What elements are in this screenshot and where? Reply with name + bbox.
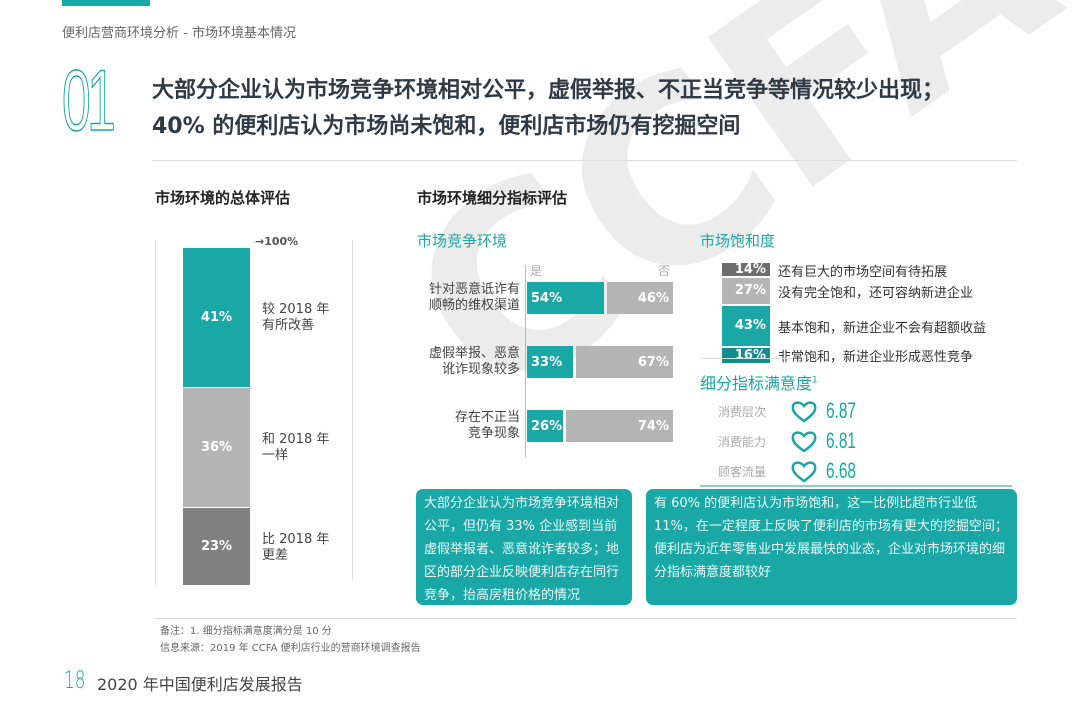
report-title: 2020 年中国便利店发展报告 — [97, 675, 303, 694]
overall-label-same: 和 2018 年 一样 — [262, 432, 330, 463]
competition-bar-no: 67% — [576, 346, 673, 378]
competition-row-label: 针对恶意诋诈有 顺畅的维权渠道 — [428, 282, 520, 313]
page-number: 18 — [64, 666, 86, 694]
overall-segment-worse: 23% — [183, 508, 250, 585]
top-accent-bar — [62, 0, 150, 6]
heart-icon — [791, 401, 817, 423]
page-title-line1: 大部分企业认为市场竞争环境相对公平，虚假举报、不正当竞争等情况较少出现； — [152, 78, 945, 103]
overall-label-worse: 比 2018 年 更差 — [262, 532, 330, 563]
satisfaction-label: 消费层次 — [718, 405, 767, 419]
note: 备注：1. 细分指标满意度满分是 10 分 — [160, 626, 332, 637]
detail-heading: 市场环境细分指标评估 — [417, 189, 568, 207]
source: 信息来源：2019 年 CCFA 便利店行业的营商环境调查报告 — [160, 643, 421, 654]
axis-line — [155, 240, 156, 585]
overall-segment-same: 36% — [183, 388, 250, 507]
saturation-segment: 43% — [722, 305, 770, 346]
top-label: →100% — [255, 235, 299, 248]
saturation-segment: 14% — [722, 262, 770, 277]
overall-segment-improved: 41% — [183, 248, 250, 387]
footnote-marker: 1 — [812, 375, 818, 386]
heart-icon — [791, 431, 817, 453]
saturation-segment: 27% — [722, 278, 770, 304]
satisfaction-value: 6.87 — [826, 398, 856, 423]
competition-axis — [525, 265, 526, 457]
section-number: 01 — [62, 52, 117, 150]
saturation-summary-box: 有 60% 的便利店认为市场饱和，这一比例比超市行业低 11%，在一定程度上反映… — [646, 489, 1017, 605]
satisfaction-value: 6.68 — [826, 458, 856, 483]
overall-label-improved: 较 2018 年 有所改善 — [262, 302, 330, 333]
heart-icon — [791, 461, 817, 483]
divider — [152, 160, 1017, 161]
saturation-label: 非常饱和，新进企业形成恶性竞争 — [778, 350, 974, 366]
saturation-title: 市场饱和度 — [700, 232, 776, 250]
competition-row-label: 存在不正当 竞争现象 — [454, 410, 520, 441]
saturation-segment: 16% — [722, 347, 770, 363]
satisfaction-label: 消费能力 — [718, 435, 767, 449]
satisfaction-value: 6.81 — [826, 428, 856, 453]
top-label-text: 100% — [264, 235, 299, 248]
competition-summary-box: 大部分企业认为市场竞争环境相对公平，但仍有 33% 企业感到当前虚假举报者、恶意… — [416, 489, 632, 605]
saturation-label: 还有巨大的市场空间有待拓展 — [778, 264, 948, 280]
competition-bar-no: 74% — [565, 410, 673, 442]
competition-bar-yes: 33% — [527, 346, 574, 378]
satisfaction-title: 细分指标满意度1 — [700, 370, 818, 394]
saturation-label: 没有完全饱和，还可容纳新进企业 — [778, 285, 974, 301]
saturation-baseline — [700, 358, 790, 359]
competition-title: 市场竞争环境 — [417, 232, 508, 250]
yes-label: 是 — [530, 264, 543, 278]
saturation-label: 基本饱和，新进企业不会有超额收益 — [778, 320, 987, 336]
no-label: 否 — [658, 264, 671, 278]
bottom-divider — [155, 618, 1017, 619]
section-header: 便利店营商环境分析 - 市场环境基本情况 — [62, 26, 296, 41]
overall-heading: 市场环境的总体评估 — [155, 189, 291, 207]
satisfaction-label: 顾客流量 — [718, 465, 767, 479]
teal-divider — [700, 485, 1012, 487]
competition-bar-yes: 26% — [527, 410, 563, 442]
page-title-line2: 40% 的便利店认为市场尚未饱和，便利店市场仍有挖掘空间 — [152, 114, 741, 139]
competition-bar-yes: 54% — [527, 282, 604, 314]
satisfaction-title-text: 细分指标满意度 — [700, 374, 813, 393]
competition-bar-no: 46% — [606, 282, 673, 314]
column-divider — [352, 240, 353, 580]
competition-row-label: 虚假举报、恶意 讹诈现象较多 — [428, 346, 520, 377]
